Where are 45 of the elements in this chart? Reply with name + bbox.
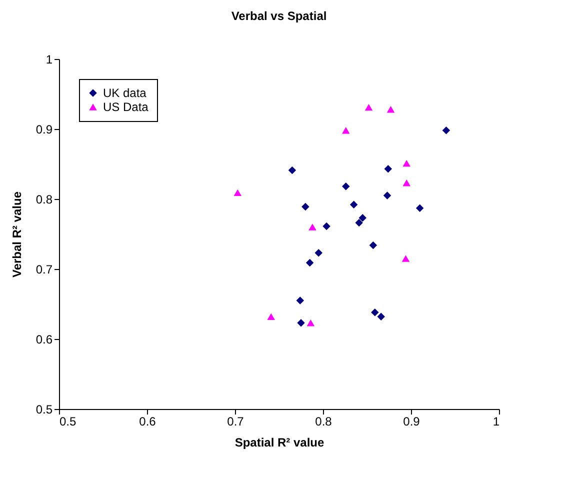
point	[355, 218, 363, 227]
y-axis-title: Verbal R² value	[10, 191, 24, 278]
y-tick-label: 0.9	[36, 122, 53, 136]
point	[384, 165, 392, 173]
point	[302, 202, 310, 211]
point	[386, 106, 395, 113]
point	[371, 308, 379, 316]
point	[342, 182, 350, 190]
x-tick-label: 0.9	[403, 414, 420, 428]
point	[416, 204, 424, 212]
point	[322, 222, 330, 230]
point	[308, 224, 316, 230]
x-tick-label: 0.6	[139, 414, 156, 428]
y-tick-label: 0.5	[36, 402, 53, 416]
x-tick-label: 0.5	[60, 414, 77, 428]
y-tick-label: 0.7	[36, 262, 53, 276]
x-tick-label: 0.8	[315, 414, 332, 428]
chart-title: Verbal vs Spatial	[231, 9, 327, 23]
y-tick-label: 1	[46, 52, 53, 66]
legend-label: UK data	[103, 86, 147, 100]
point	[377, 312, 385, 320]
point	[314, 249, 322, 257]
x-tick-label: 1	[492, 414, 500, 428]
legend-label: US Data	[103, 100, 149, 114]
point	[297, 319, 305, 327]
point	[369, 241, 378, 250]
point	[402, 180, 410, 186]
x-axis-title: Spatial R² value	[234, 436, 324, 450]
point	[402, 160, 410, 167]
point	[358, 214, 366, 222]
point	[364, 104, 373, 111]
point	[267, 313, 275, 320]
y-tick-label: 0.6	[36, 332, 53, 346]
point	[306, 258, 314, 267]
point	[402, 255, 410, 262]
point	[442, 126, 450, 134]
point	[350, 200, 358, 208]
y-tick-label: 0.8	[36, 192, 53, 206]
point	[383, 192, 392, 200]
point	[288, 166, 296, 174]
point	[296, 296, 304, 304]
point	[342, 127, 350, 134]
point	[306, 320, 315, 326]
point	[234, 189, 242, 196]
x-tick-label: 0.7	[227, 414, 244, 428]
